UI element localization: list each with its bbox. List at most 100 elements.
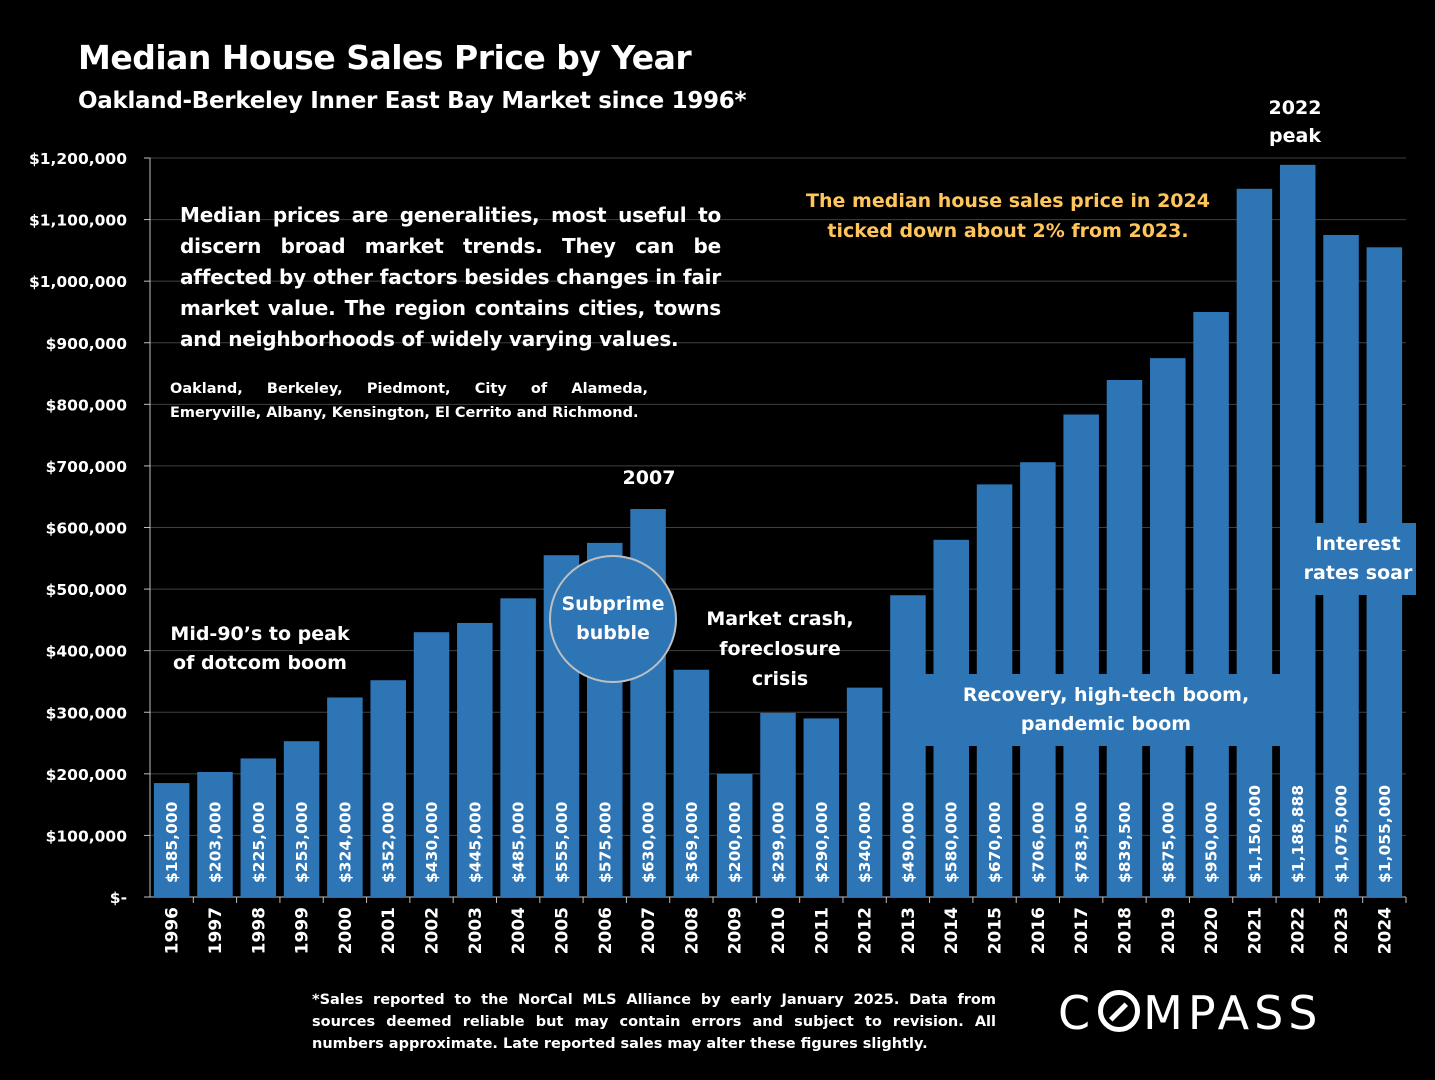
x-category-label: 2001 [379, 907, 399, 954]
bar-data-label: $1,055,000 [1376, 785, 1394, 883]
y-tick-label: $800,000 [46, 396, 128, 414]
bar-data-label: $630,000 [640, 801, 658, 883]
bar-data-label: $340,000 [856, 801, 874, 883]
y-tick-label: $200,000 [46, 766, 128, 784]
annotation-2022-peak: 2022 peak [1268, 97, 1322, 147]
annotation-interest-rates-box: Interest rates soar [1300, 523, 1416, 595]
bar-data-label: $839,500 [1116, 801, 1134, 883]
bar [1236, 188, 1273, 897]
callout-2024-change: The median house sales price in 2024 tic… [806, 190, 1210, 242]
x-category-label: 2020 [1202, 907, 1222, 954]
x-category-label: 2007 [639, 907, 659, 954]
x-category-label: 2006 [596, 907, 616, 954]
bar-data-label: $485,000 [510, 801, 528, 883]
bar [1063, 414, 1099, 897]
y-tick-label: $600,000 [46, 520, 128, 538]
chart-title: Median House Sales Price by Year [78, 38, 692, 77]
x-category-label: 2002 [423, 907, 443, 954]
bar-data-label: $950,000 [1203, 801, 1221, 883]
bar-data-label: $290,000 [813, 801, 831, 883]
x-category-label: 2009 [726, 907, 746, 954]
bar-data-label: $670,000 [986, 801, 1004, 883]
footnote: *Sales reported to the NorCal MLS Allian… [312, 992, 996, 1052]
x-category-label: 2011 [812, 907, 832, 954]
bar [803, 718, 840, 897]
y-tick-label: $900,000 [46, 335, 128, 353]
y-tick-label: $300,000 [46, 704, 128, 722]
annotation-recovery-box: Recovery, high-tech boom, pandemic boom [912, 674, 1300, 746]
x-category-label: 2000 [336, 907, 356, 954]
bar [500, 598, 536, 897]
bar [457, 622, 493, 897]
bar [240, 758, 277, 897]
y-tick-label: $100,000 [46, 827, 128, 845]
x-category-label: 2015 [986, 907, 1006, 954]
interest-rates-label: Interest rates soar [1303, 533, 1413, 584]
bar [846, 687, 883, 897]
bar-data-label: $369,000 [683, 801, 701, 883]
x-category-label: 1999 [293, 907, 313, 954]
bar-data-label: $575,000 [596, 801, 614, 883]
x-category-label: 2022 [1289, 907, 1309, 954]
bar [413, 632, 450, 897]
median-prices-note: Median prices are generalities, most use… [180, 203, 721, 351]
subprime-bubble-label: Subprime bubble [561, 593, 665, 644]
bar-data-label: $1,150,000 [1246, 785, 1264, 883]
bar-data-label: $555,000 [553, 801, 571, 883]
x-category-label: 2003 [466, 907, 486, 954]
x-category-label: 2023 [1332, 907, 1352, 954]
bar [370, 680, 406, 897]
x-category-label: 2019 [1159, 907, 1179, 954]
y-tick-label: $- [110, 889, 127, 907]
x-category-label: 2013 [899, 907, 919, 954]
bar-data-label: $324,000 [336, 801, 354, 883]
annotation-dotcom: Mid-90’s to peak of dotcom boom [170, 623, 350, 674]
annotation-market-crash: Market crash, foreclosure crisis [706, 608, 854, 690]
bar-data-label: $1,188,888 [1289, 785, 1307, 883]
bar [1193, 311, 1229, 897]
x-category-label: 2010 [769, 907, 789, 954]
y-tick-label: $400,000 [46, 643, 128, 661]
compass-logo-o-icon [1098, 990, 1141, 1032]
x-category-label: 1996 [163, 907, 183, 954]
bar-data-label: $490,000 [899, 801, 917, 883]
bar-data-label: $203,000 [206, 801, 224, 883]
chart-subtitle: Oakland-Berkeley Inner East Bay Market s… [78, 88, 747, 114]
bar-data-label: $299,000 [770, 801, 788, 883]
annotation-subprime-bubble: Subprime bubble [549, 555, 677, 683]
bar [153, 783, 190, 897]
bar [890, 595, 926, 897]
bar [197, 771, 233, 897]
bar-data-label: $200,000 [726, 801, 744, 883]
bar [760, 712, 796, 897]
y-tick-label: $1,200,000 [29, 150, 127, 168]
x-category-label: 2017 [1072, 907, 1092, 954]
compass-logo: C MPASS [1058, 986, 1323, 1040]
bar [716, 773, 753, 897]
x-category-label: 2014 [942, 907, 962, 954]
bar-data-label: $445,000 [466, 801, 484, 883]
y-tick-label: $1,100,000 [29, 212, 127, 230]
x-category-label: 2012 [856, 907, 876, 954]
bar [1150, 358, 1186, 897]
x-category-label: 1998 [249, 907, 269, 954]
bar-data-label: $430,000 [423, 801, 441, 883]
bar [283, 741, 320, 897]
bar-data-label: $185,000 [163, 801, 181, 883]
bar-data-label: $875,000 [1159, 801, 1177, 883]
annotation-2007: 2007 [622, 467, 676, 489]
x-category-label: 1997 [206, 907, 226, 954]
bar [1106, 380, 1143, 897]
bar-data-label: $352,000 [380, 801, 398, 883]
bar-data-label: $783,500 [1073, 801, 1091, 883]
recovery-label: Recovery, high-tech boom, pandemic boom [962, 684, 1250, 735]
bar-data-label: $253,000 [293, 801, 311, 883]
bar-data-label: $706,000 [1029, 801, 1047, 883]
bar [327, 697, 363, 897]
x-category-label: 2018 [1115, 907, 1135, 954]
x-category-label: 2024 [1375, 907, 1395, 954]
x-category-label: 2005 [552, 907, 572, 954]
x-category-label: 2021 [1245, 907, 1265, 954]
y-tick-label: $500,000 [46, 581, 128, 599]
